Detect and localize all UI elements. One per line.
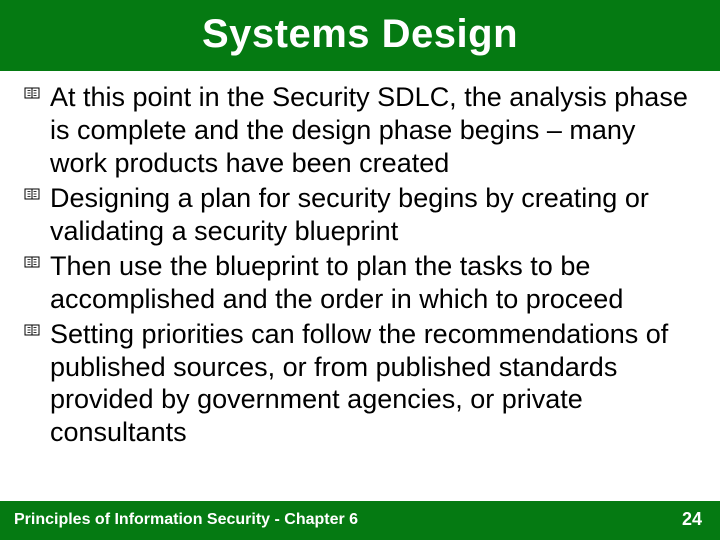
bullet-text: Then use the blueprint to plan the tasks… <box>50 250 696 316</box>
book-icon <box>24 87 40 99</box>
slide-title: Systems Design <box>202 12 518 56</box>
list-item: Then use the blueprint to plan the tasks… <box>24 250 696 316</box>
footer-source: Principles of Information Security - Cha… <box>14 511 358 529</box>
footer-page-number: 24 <box>682 509 702 530</box>
book-icon <box>24 324 40 336</box>
bullet-list: At this point in the Security SDLC, the … <box>24 81 696 449</box>
slide-body: At this point in the Security SDLC, the … <box>0 71 720 501</box>
list-item: Designing a plan for security begins by … <box>24 182 696 248</box>
bullet-text: At this point in the Security SDLC, the … <box>50 81 696 180</box>
bullet-text: Designing a plan for security begins by … <box>50 182 696 248</box>
slide-footer: Principles of Information Security - Cha… <box>0 501 720 540</box>
book-icon <box>24 256 40 268</box>
slide: Systems Design At this point in the Secu… <box>0 0 720 540</box>
bullet-text: Setting priorities can follow the recomm… <box>50 318 696 450</box>
title-bar: Systems Design <box>0 0 720 71</box>
book-icon <box>24 188 40 200</box>
list-item: Setting priorities can follow the recomm… <box>24 318 696 450</box>
list-item: At this point in the Security SDLC, the … <box>24 81 696 180</box>
